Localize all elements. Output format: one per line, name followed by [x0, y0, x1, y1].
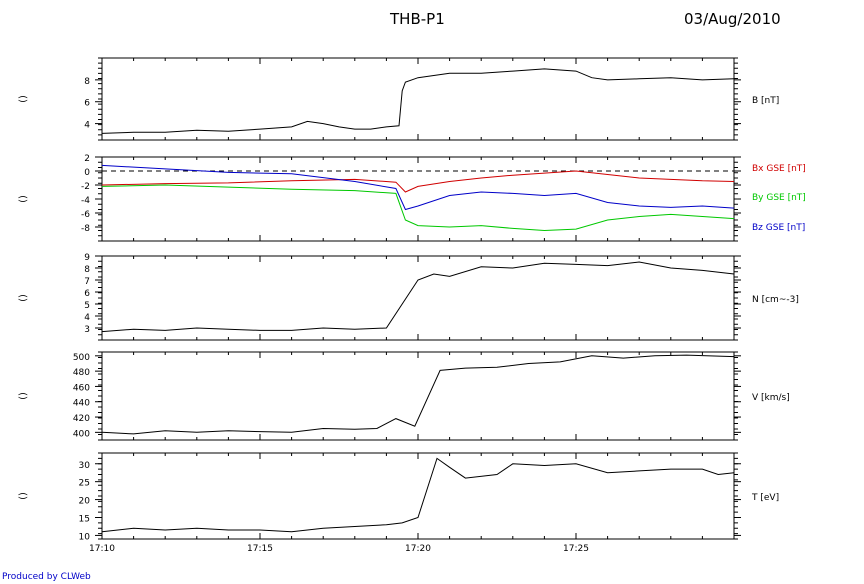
panel-frame-4 [101, 351, 735, 441]
panel-side-label-4: () [18, 392, 29, 400]
series-line-2-0 [101, 170, 735, 193]
panel-side-label-5: () [18, 492, 29, 500]
y-tick-label-4-4: 480 [73, 368, 90, 378]
x-tick-label-2: 17:20 [405, 544, 431, 554]
y-tick-label-4-2: 440 [73, 399, 90, 409]
y-tick-label-4-0: 400 [73, 429, 90, 439]
legend-label-2-0: Bx GSE [nT] [752, 164, 806, 174]
chart-date: 03/Aug/2010 [684, 10, 781, 28]
y-tick-label-2-2: -2 [81, 182, 90, 192]
y-tick-label-5-3: 25 [79, 479, 90, 489]
y-tick-label-3-4: 7 [84, 277, 90, 287]
y-tick-label-2-3: -4 [81, 196, 90, 206]
series-line-3-0 [101, 261, 735, 333]
x-tick-label-1: 17:15 [247, 544, 273, 554]
panel-frame-5 [101, 452, 735, 540]
y-tick-label-3-1: 4 [84, 313, 90, 323]
panel-frame-3 [101, 255, 735, 341]
y-tick-label-4-5: 500 [73, 353, 90, 363]
y-axis-label-1: B [nT] [752, 96, 779, 106]
series-line-2-2 [101, 164, 735, 211]
panel-frame-1 [101, 57, 735, 141]
credit-link[interactable]: Produced by CLWeb [2, 572, 91, 582]
y-axis-label-4: V [km/s] [752, 393, 790, 403]
y-tick-label-1-1: 6 [84, 99, 90, 109]
y-tick-label-3-6: 9 [84, 253, 90, 263]
y-tick-label-5-0: 10 [79, 532, 91, 542]
y-tick-label-2-5: -8 [81, 224, 90, 234]
y-tick-label-3-5: 8 [84, 265, 90, 275]
panel-side-label-1: () [18, 95, 29, 103]
y-tick-label-4-1: 420 [73, 414, 90, 424]
y-tick-label-2-4: -6 [81, 210, 90, 220]
panel-side-label-3: () [18, 294, 29, 302]
y-axis-label-5: T [eV] [751, 493, 779, 503]
series-line-5-0 [101, 457, 735, 533]
y-tick-label-5-4: 30 [79, 461, 91, 471]
series-line-2-1 [101, 184, 735, 232]
legend-label-2-1: By GSE [nT] [752, 193, 806, 203]
series-line-4-0 [101, 354, 735, 435]
chart-title: THB-P1 [390, 10, 445, 28]
y-tick-label-1-2: 8 [84, 77, 90, 87]
panel-frame-2 [101, 156, 735, 242]
y-tick-label-3-3: 6 [84, 289, 90, 299]
x-tick-label-3: 17:25 [563, 544, 589, 554]
legend-label-2-2: Bz GSE [nT] [752, 223, 805, 233]
y-tick-label-3-0: 3 [84, 325, 90, 335]
y-tick-label-3-2: 5 [84, 301, 90, 311]
y-tick-label-4-3: 460 [73, 383, 90, 393]
series-line-1-0 [101, 68, 735, 134]
x-tick-label-0: 17:10 [89, 544, 115, 554]
y-tick-label-1-0: 4 [84, 121, 90, 131]
y-tick-label-5-2: 20 [79, 497, 91, 507]
y-tick-label-2-0: 2 [84, 154, 90, 164]
y-tick-label-5-1: 15 [79, 515, 90, 525]
panel-side-label-2: () [18, 195, 29, 203]
y-tick-label-2-1: 0 [84, 168, 90, 178]
y-axis-label-3: N [cm~-3] [752, 295, 799, 305]
